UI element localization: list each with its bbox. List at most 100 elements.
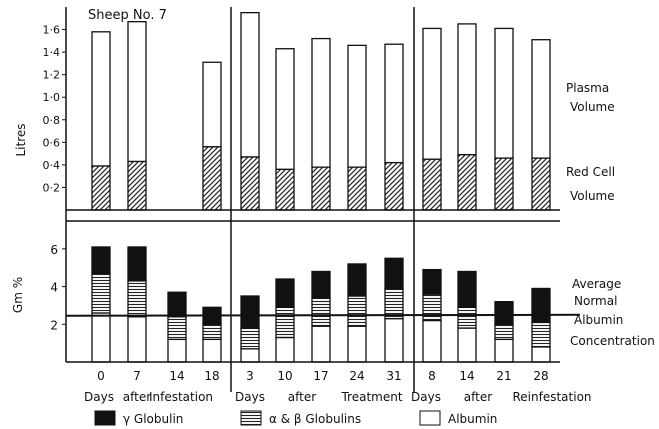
x-tick-label: 14: [459, 369, 474, 383]
bottom-y-tick-label: 4: [50, 281, 58, 295]
bar-plasma-volume: [91, 31, 111, 167]
top-bars: [91, 11, 551, 211]
bar-gamma-globulin: [127, 246, 147, 282]
bar-plasma-volume: [457, 23, 477, 156]
bar-alpha-beta-globulins: [91, 272, 111, 314]
legend-label-gamma-globulin: γ Globulin: [123, 412, 183, 426]
red-cell-label: Red Cell: [566, 165, 615, 179]
bar-plasma-volume: [202, 61, 222, 148]
x-tick-labels: 0 7 14 18 3 10 17 24 31 8 14 21 28: [97, 369, 548, 383]
period-label-word: after: [288, 390, 316, 404]
bar-red-cell-volume: [240, 156, 260, 211]
bar-albumin: [202, 338, 222, 363]
bar-albumin: [240, 348, 260, 363]
bar-red-cell-volume: [202, 146, 222, 211]
x-tick-label: 31: [386, 369, 401, 383]
legend: γ Globulin α & β Globulins Albumin: [94, 410, 497, 426]
bar-plasma-volume: [311, 37, 331, 168]
bar-alpha-beta-globulins: [494, 323, 514, 341]
top-y-tick-label: 0·4: [43, 159, 61, 172]
bar-alpha-beta-globulins: [311, 297, 331, 327]
bar-plasma-volume: [347, 44, 367, 168]
bar-alpha-beta-globulins: [240, 327, 260, 350]
period-label-word: Treatment: [340, 390, 402, 404]
period-label-word: after: [123, 390, 151, 404]
x-tick-label: 21: [496, 369, 511, 383]
bar-albumin: [311, 325, 331, 363]
bar-albumin: [531, 346, 551, 363]
x-tick-label: 28: [533, 369, 548, 383]
ref-label-albumin: Albumin: [574, 313, 623, 327]
bar-gamma-globulin: [167, 291, 187, 318]
bar-gamma-globulin: [311, 270, 331, 299]
bar-alpha-beta-globulins: [202, 323, 222, 341]
ref-label-normal: Normal: [574, 294, 617, 308]
plasma-label: Plasma: [566, 81, 609, 95]
bar-albumin: [457, 327, 477, 363]
top-y-tick-label: 0·6: [43, 136, 61, 149]
period-label-word: Infestation: [149, 390, 213, 404]
average-normal-albumin-line: [65, 313, 581, 317]
bar-plasma-volume: [422, 27, 442, 160]
top-y-tick-label: 1·6: [43, 24, 61, 37]
bar-alpha-beta-globulins: [275, 306, 295, 339]
top-y-ticks: 0·2 0·4 0·6 0·8 1·0 1·2 1·4 1·6: [43, 24, 66, 194]
x-tick-label: 7: [133, 369, 141, 383]
bar-plasma-volume: [531, 39, 551, 159]
period-label-word: Days: [411, 390, 441, 404]
bottom-y-axis-label: Gm %: [11, 277, 25, 313]
bar-plasma-volume: [127, 21, 147, 163]
period-label-word: Reinfestation: [512, 390, 591, 404]
bottom-bars: [91, 246, 551, 363]
bar-albumin: [494, 338, 514, 363]
bar-gamma-globulin: [240, 295, 260, 329]
bar-gamma-globulin: [384, 257, 404, 290]
bar-gamma-globulin: [347, 263, 367, 297]
x-tick-label: 24: [349, 369, 364, 383]
bottom-y-tick-label: 6: [50, 243, 58, 257]
ref-label-concentration: Concentration: [570, 334, 655, 348]
legend-swatch-albumin: [419, 410, 441, 426]
bar-plasma-volume: [240, 11, 260, 158]
bar-alpha-beta-globulins: [457, 306, 477, 329]
bar-red-cell-volume: [275, 168, 295, 211]
bar-albumin: [422, 319, 442, 363]
top-y-tick-label: 1·0: [43, 91, 61, 104]
bar-albumin: [384, 317, 404, 363]
top-y-tick-label: 1·2: [43, 69, 61, 82]
bar-gamma-globulin: [275, 278, 295, 308]
bar-red-cell-volume: [457, 154, 477, 211]
bar-gamma-globulin: [531, 287, 551, 324]
period-label-word: Days: [84, 390, 114, 404]
bar-albumin: [275, 336, 295, 363]
bottom-y-ticks: 2 4 6: [50, 243, 66, 332]
bar-alpha-beta-globulins: [167, 316, 187, 341]
bar-alpha-beta-globulins: [384, 287, 404, 320]
legend-swatch-alpha-beta-globulins: [240, 410, 262, 426]
top-y-tick-label: 1·4: [43, 46, 61, 59]
bar-alpha-beta-globulins: [531, 321, 551, 348]
bar-albumin: [167, 338, 187, 363]
x-tick-label: 8: [428, 369, 436, 383]
x-tick-label: 17: [313, 369, 328, 383]
reference-line: [65, 313, 581, 317]
bar-plasma-volume: [275, 48, 295, 171]
panel-frame: [65, 7, 560, 392]
red-cell-volume-label: Volume: [570, 189, 615, 203]
bar-red-cell-volume: [347, 166, 367, 211]
legend-label-albumin: Albumin: [448, 412, 497, 426]
legend-label-alpha-beta-globulins: α & β Globulins: [269, 412, 361, 426]
bar-gamma-globulin: [422, 268, 442, 295]
bar-plasma-volume: [494, 27, 514, 159]
bar-albumin: [127, 316, 147, 363]
bar-gamma-globulin: [457, 270, 477, 308]
bar-red-cell-volume: [127, 160, 147, 211]
period-label-word: after: [464, 390, 492, 404]
x-tick-label: 14: [169, 369, 184, 383]
figure-title: Sheep No. 7: [88, 8, 167, 23]
bar-gamma-globulin: [91, 246, 111, 275]
top-y-axis-label: Litres: [14, 123, 28, 156]
bar-albumin: [91, 312, 111, 363]
